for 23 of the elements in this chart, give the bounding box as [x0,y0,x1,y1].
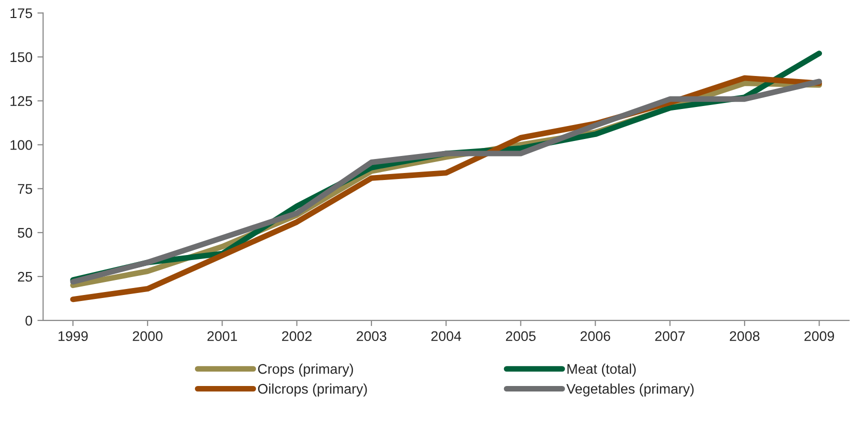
x-tick-label: 2005 [506,331,536,342]
legend-label: Meat (total) [567,364,636,377]
x-tick-label: 1999 [58,331,88,342]
y-tick-label: 175 [10,8,32,18]
x-tick-label: 2009 [804,331,834,342]
y-tick-label: 125 [10,96,32,106]
y-tick-label: 100 [10,140,32,150]
legend-label: Crops (primary) [258,364,353,377]
x-tick-label: 2006 [580,331,610,342]
x-tick-label: 2001 [207,331,237,342]
y-tick-label: 150 [10,52,32,62]
x-tick-label: 2007 [655,331,685,342]
y-tick-label: 25 [18,272,32,282]
x-tick-label: 2004 [431,331,462,342]
y-tick-label: 0 [26,316,32,326]
y-tick-label: 75 [18,184,32,194]
legend-label: Oilcrops (primary) [258,384,367,396]
x-tick-label: 2008 [730,331,760,342]
x-tick-label: 2000 [132,331,162,342]
legend-label: Vegetables (primary) [566,384,694,396]
y-tick-label: 50 [18,228,32,238]
x-tick-label: 2002 [282,331,312,342]
x-tick-label: 2003 [356,331,386,342]
